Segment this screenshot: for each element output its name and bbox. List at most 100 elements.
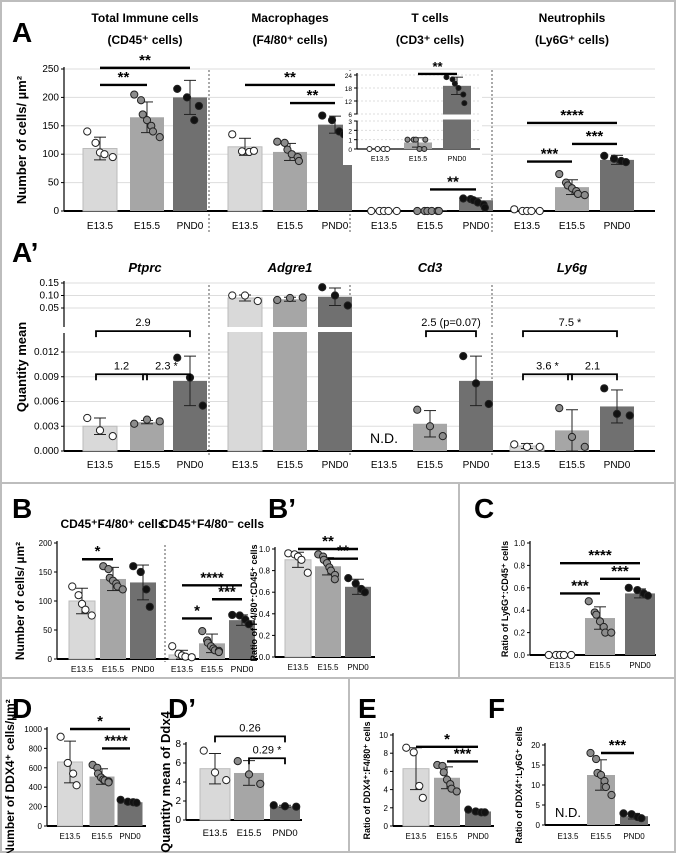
data-point (254, 297, 261, 304)
x-tick-label: E13.5 (87, 460, 114, 471)
significance-label: * (95, 543, 101, 560)
data-point (462, 101, 467, 106)
data-point (465, 806, 472, 813)
y-tick-label: 4 (384, 786, 389, 795)
y-axis-label: Ratio of Ly6G⁺:CD45⁺ cells (500, 541, 510, 657)
y-tick-label: 100 (42, 149, 59, 160)
y-tick-label: 8 (175, 739, 181, 750)
y-tick-label: 6 (384, 767, 389, 776)
x-tick-label: PND0 (231, 664, 254, 674)
panel-letter-C: C (474, 493, 494, 524)
data-point (131, 91, 138, 98)
data-point (352, 580, 359, 587)
data-point (183, 94, 190, 101)
y-tick-label: 6 (348, 112, 352, 119)
data-point (602, 783, 609, 790)
data-point (453, 788, 460, 795)
data-point (133, 799, 140, 806)
data-point (223, 777, 230, 784)
data-point (452, 81, 457, 86)
chart-title: Ptprc (128, 260, 162, 275)
chart-title: CD45⁺F4/80⁺ cells (60, 517, 164, 531)
data-point (241, 292, 248, 299)
data-point (608, 629, 615, 636)
data-point (361, 589, 368, 596)
x-tick-label: E15.5 (134, 221, 161, 232)
x-tick-label: E15.5 (134, 460, 161, 471)
chart-title: CD45⁺F4/80⁻ cells (160, 517, 264, 531)
data-point (345, 575, 352, 582)
data-point (117, 796, 124, 803)
bar-break (442, 115, 472, 120)
data-point (149, 128, 156, 135)
data-point (608, 791, 615, 798)
significance-label: *** (454, 745, 472, 762)
chart-title: Cd3 (418, 260, 443, 275)
panel-letter-A2: A’ (12, 237, 38, 268)
x-tick-label: PND0 (463, 221, 490, 232)
data-point (601, 385, 608, 392)
significance-label: 2.5 (p=0.07) (421, 317, 481, 329)
chart-title: Adgre1 (267, 260, 313, 275)
y-axis-label: Quantity mean of Ddx4 (158, 710, 173, 852)
data-point (331, 292, 338, 299)
data-point (511, 206, 518, 213)
chart-title: T cells (411, 11, 449, 25)
data-point (82, 606, 89, 613)
bar-PND0 (345, 587, 371, 657)
y-tick-label: 0 (38, 822, 43, 831)
y-tick-label: 50 (43, 626, 52, 635)
x-tick-label: E15.5 (237, 828, 262, 839)
data-point (416, 782, 423, 789)
x-tick-label: E15.5 (590, 661, 611, 670)
y-tick-label: 0 (348, 147, 352, 154)
y-tick-label: 2 (384, 804, 389, 813)
data-point (536, 443, 543, 450)
x-tick-label: E13.5 (71, 664, 93, 674)
data-point (461, 92, 466, 97)
y-tick-label: 18 (345, 86, 353, 93)
significance-bracket (96, 331, 190, 337)
data-point (622, 159, 629, 166)
y-tick-label: 250 (42, 64, 59, 75)
chart-title: (Ly6G⁺ cells) (535, 33, 609, 47)
y-tick-label: 0 (48, 655, 53, 664)
y-tick-label: 0.8 (514, 561, 526, 570)
y-tick-label: 50 (48, 178, 60, 189)
data-point (625, 584, 632, 591)
significance-label: ** (322, 533, 334, 550)
significance-label: 0.29 * (253, 744, 282, 756)
data-point (109, 433, 116, 440)
data-point (536, 207, 543, 214)
y-axis-label: Ratio of DDX4⁺:Ly6G⁺ cells (514, 726, 524, 843)
significance-bracket (215, 736, 285, 742)
data-point (286, 294, 293, 301)
x-tick-label: E15.5 (201, 664, 223, 674)
data-point (568, 433, 575, 440)
data-point (57, 733, 64, 740)
data-point (229, 292, 236, 299)
data-point (456, 86, 461, 91)
y-tick-label: 0.8 (259, 567, 271, 576)
data-point (169, 643, 176, 650)
data-point (413, 137, 418, 142)
significance-label: 1.2 (114, 360, 129, 372)
x-tick-label: E15.5 (417, 221, 444, 232)
significance-label: *** (541, 146, 559, 163)
y-tick-label: 2 (175, 796, 181, 807)
chart-title: Neutrophils (539, 11, 606, 25)
chart-title: (F4/80⁺ cells) (252, 33, 327, 47)
data-point (422, 147, 427, 152)
data-point (156, 134, 163, 141)
data-point (419, 794, 426, 801)
bar-break (227, 327, 263, 332)
data-point (105, 566, 112, 573)
x-tick-label: E13.5 (232, 221, 259, 232)
bar-E13.5 (228, 147, 262, 211)
chart-title: Ly6g (557, 260, 587, 275)
bar-E13.5 (228, 298, 262, 451)
y-tick-label: 0.0 (514, 651, 526, 660)
